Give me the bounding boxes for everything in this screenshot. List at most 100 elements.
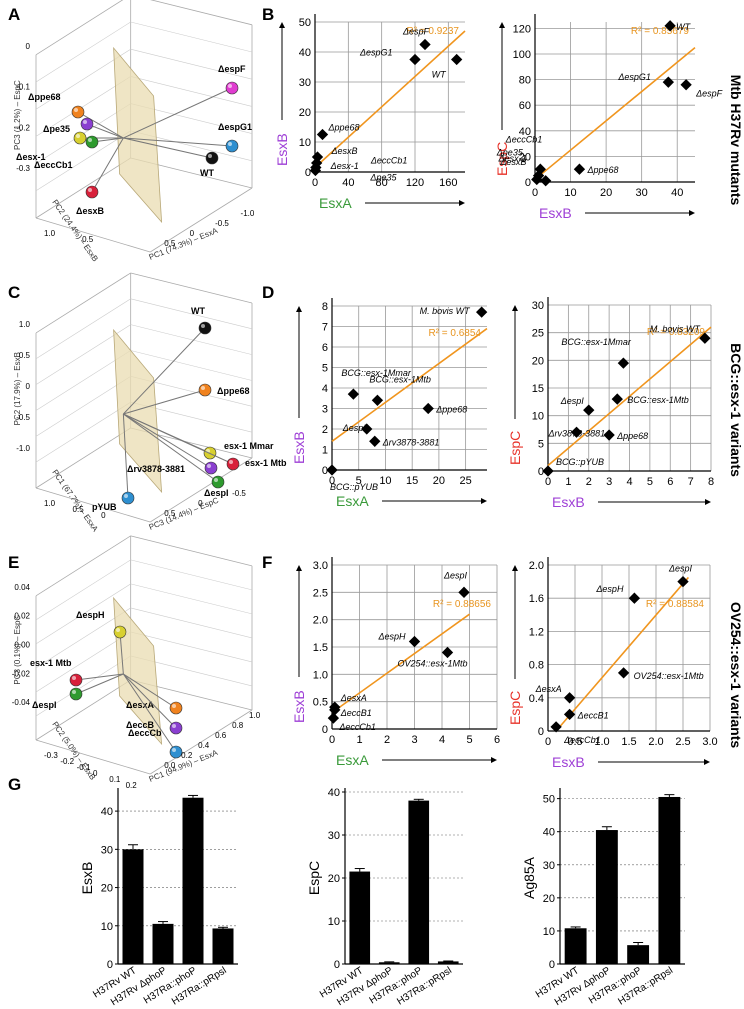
loading-vector: [123, 389, 206, 415]
y-axis-arrowhead: [512, 305, 518, 311]
data-point: [458, 586, 470, 598]
data-point: [361, 423, 373, 435]
data-point-label: ΔespI: [668, 564, 693, 574]
y-tick-label: 0: [525, 177, 531, 189]
x-axis-arrowhead: [705, 499, 711, 505]
pca-box-edge: [35, 0, 124, 56]
loading-vector: [75, 673, 124, 695]
pca-point-label: ΔespH: [76, 610, 104, 620]
data-point: [680, 79, 692, 91]
pca-tick-vertical: -0.3: [16, 164, 30, 173]
data-point: [531, 173, 543, 186]
data-point-label: ΔeccCb1: [338, 722, 376, 732]
pca-point-label: WT: [200, 168, 214, 178]
loading-vector: [86, 123, 124, 139]
pca-panel-c: WT Δppe68 esx-1 Mmar esx-1 Mtb Δrv3878-3881 Δ…: [13, 272, 287, 534]
data-point-label: ΔeccCb1: [563, 735, 601, 745]
x-tick-label: 7: [688, 476, 694, 488]
y-axis-arrowhead: [296, 306, 302, 312]
data-point-label: BCG::esx-1Mtb: [627, 395, 689, 405]
data-point-label: Δrv3878-3881: [548, 428, 606, 438]
x-tick-label: 0: [329, 734, 335, 746]
separating-plane: [113, 328, 163, 494]
pca-point-label: pYUB: [92, 502, 117, 512]
pca-grid-line: [35, 130, 131, 192]
loading-vector: [123, 673, 177, 729]
y-axis-title: EsxB: [291, 690, 307, 723]
pca-point-highlight: [214, 478, 218, 482]
pca-box-edge: [130, 272, 253, 304]
x-tick-label: 20: [433, 475, 445, 487]
pca-point: [169, 721, 183, 735]
pca-point-label: Δrv3878-3881: [127, 464, 185, 474]
pca-point-label: esx-1 Mtb: [30, 658, 72, 668]
pca-point-label: WT: [191, 306, 205, 316]
y-axis-title: EsxB: [274, 133, 290, 166]
row-label-mtb: Mtb H37Rv mutants: [728, 75, 744, 206]
pca-point: [198, 321, 212, 335]
x-tick-label: 2: [384, 734, 390, 746]
x-tick-label: 6: [667, 476, 673, 488]
pca-point-highlight: [88, 138, 92, 142]
data-point: [542, 465, 554, 477]
y-tick-label: 6: [322, 342, 328, 354]
pca-tick-right: 0.2: [181, 751, 193, 760]
r-squared-label: R² = 0.83209: [647, 327, 706, 338]
x-axis-title: EsxB: [552, 754, 585, 770]
pca-point-highlight: [228, 84, 232, 88]
pca-point-highlight: [124, 494, 128, 498]
data-point-label: ΔesxB: [499, 157, 526, 167]
data-point: [409, 53, 421, 66]
y-tick-label: 2: [322, 424, 328, 436]
pca-point-label: Δpe35: [43, 124, 70, 134]
y-tick-label: 30: [532, 300, 544, 312]
pca-grid-line: [35, 655, 131, 717]
row-label-ov254: OV254::esx-1 variants: [728, 602, 744, 749]
x-axis-arrowhead: [689, 210, 695, 216]
y-tick-label: 60: [519, 100, 531, 112]
pca-point-label: Δppe68: [217, 386, 249, 396]
pca-tick-bottom: -0.3: [44, 751, 58, 760]
data-point: [316, 128, 329, 141]
x-tick-label: 15: [406, 475, 418, 487]
loading-vector: [122, 413, 129, 499]
pca-point-label: ΔesxB: [76, 206, 104, 216]
loading-vector: [123, 413, 219, 483]
pca-grid-line: [130, 324, 253, 355]
pca-point-highlight: [172, 704, 176, 708]
y-tick-label: 0: [322, 465, 328, 477]
x-tick-label: 40: [671, 187, 683, 199]
y-tick-label: 25: [532, 328, 544, 340]
y-tick-label: 100: [513, 49, 531, 61]
data-point: [677, 575, 689, 588]
data-point: [329, 704, 341, 716]
data-point-label: Δpe35: [496, 147, 524, 157]
regression-line: [534, 46, 696, 181]
y-axis-title: EspC: [507, 691, 523, 725]
pca-point-highlight: [72, 676, 76, 680]
pca-point: [113, 625, 127, 639]
r-squared-label: R² = 0.88656: [433, 599, 492, 610]
panel-label-c: C: [8, 283, 20, 302]
bar: [152, 923, 174, 964]
x-axis-arrowhead: [491, 757, 497, 763]
data-point-label: ΔeccCb1: [370, 156, 408, 166]
y-axis-arrowhead: [499, 22, 505, 28]
pca-tick-vertical: -0.5: [16, 413, 30, 422]
pca-point: [85, 135, 99, 149]
regression-line: [555, 576, 690, 732]
pca-tick-bottom: 0.2: [126, 781, 138, 790]
x-tick-label: 0: [312, 177, 318, 189]
x-tick-label: 5: [466, 734, 472, 746]
pca-point-highlight: [228, 142, 232, 146]
pca-tick-vertical: -0.2: [16, 123, 30, 132]
loading-vector: [75, 673, 124, 681]
pca-axis-title-vertical: PC3 (0.1%) – EspC: [13, 615, 22, 685]
data-point-label: ΔespI: [342, 423, 367, 433]
scatter-panel-f: 0 1 2 3 4 5 6 0 0.5 1.0 1.5 2.0 2.5 3.0 EsxA EsxB R² = 0…: [291, 557, 500, 768]
x-axis-title: EsxA: [336, 493, 369, 509]
pca-point: [204, 461, 218, 475]
pca-box-edge: [130, 535, 253, 567]
pca-point: [198, 383, 212, 397]
